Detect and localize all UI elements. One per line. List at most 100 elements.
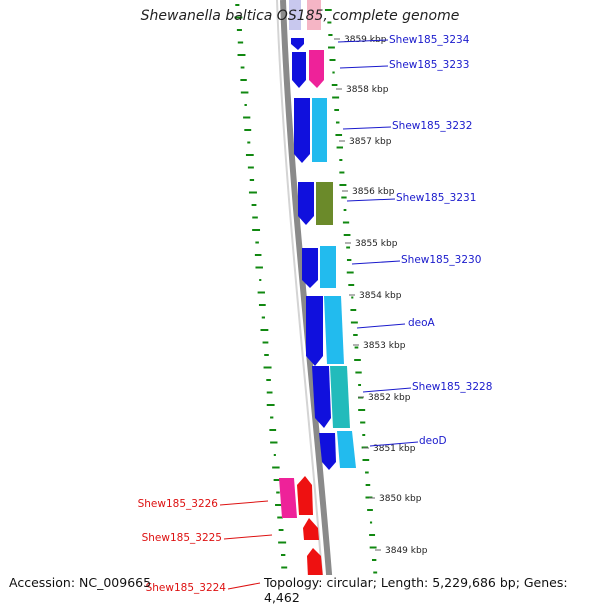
gc-tick <box>339 184 347 186</box>
gene-arrow[interactable] <box>302 248 318 288</box>
scale-tick-label: 3856 kbp <box>352 187 395 197</box>
scale-tick-label: 3853 kbp <box>363 341 406 351</box>
gc-tick <box>324 9 332 11</box>
gc-tick <box>262 341 269 344</box>
gc-tick <box>247 141 251 144</box>
gc-tick <box>350 309 357 311</box>
gene-arrow[interactable] <box>316 182 333 225</box>
gene-label[interactable]: Shew185_3228 <box>412 381 492 393</box>
gene-arrow[interactable] <box>297 476 313 515</box>
gene-arrow[interactable] <box>337 431 356 468</box>
gene-label-leader <box>351 260 401 265</box>
gc-tick <box>266 391 273 394</box>
gc-tick <box>269 429 277 431</box>
gene-label-leader <box>356 323 406 329</box>
gc-tick <box>328 46 335 49</box>
gc-tick <box>248 191 257 194</box>
gc-tick <box>339 159 343 161</box>
gc-tick <box>237 41 244 44</box>
gc-tick <box>255 266 263 269</box>
gc-tick <box>243 116 251 119</box>
gene-arrow[interactable] <box>292 52 306 88</box>
gene-arrow[interactable] <box>294 98 310 163</box>
gene-label[interactable]: Shew185_3226 <box>138 498 219 510</box>
genome-backbone <box>280 0 334 600</box>
gc-tick <box>369 521 373 524</box>
map-footer: Accession: NC_009665 Topology: circular;… <box>0 575 600 605</box>
scale-tick-label: 3859 kbp <box>344 35 387 45</box>
gene-label[interactable]: Shew185_3231 <box>396 192 476 204</box>
gc-tick <box>358 384 362 386</box>
gc-tick <box>354 359 361 361</box>
scale-tick-label: 3855 kbp <box>355 239 398 249</box>
gene-arrow[interactable] <box>289 0 301 30</box>
gc-tick <box>335 121 340 124</box>
scale-tick-label: 3849 kbp <box>385 546 428 556</box>
gc-tick <box>351 296 354 299</box>
gene-label[interactable]: Shew185_3230 <box>401 254 481 266</box>
gc-tick <box>327 21 332 24</box>
gc-tick <box>276 491 280 494</box>
gc-tick <box>360 421 366 424</box>
gc-tick <box>244 129 252 131</box>
gene-label-leader <box>337 39 389 43</box>
gene-label[interactable]: Shew185_3232 <box>392 120 472 132</box>
gc-tick <box>260 329 269 331</box>
gc-tick <box>358 409 366 411</box>
gene-arrow[interactable] <box>291 38 304 50</box>
gene-arrow[interactable] <box>298 182 314 225</box>
gc-tick <box>270 441 278 444</box>
gc-tick <box>258 304 266 306</box>
gene-arrow[interactable] <box>320 246 336 288</box>
gene-arrow[interactable] <box>306 296 323 366</box>
gene-arrow[interactable] <box>309 50 324 88</box>
gc-tick <box>353 334 358 336</box>
gene-label[interactable]: deoD <box>419 435 447 447</box>
gene-label[interactable]: Shew185_3234 <box>389 34 470 46</box>
gene-label[interactable]: Shew185_3233 <box>389 59 469 71</box>
gc-tick <box>278 529 284 531</box>
gene-arrow[interactable] <box>279 478 297 518</box>
gc-tick <box>341 196 347 199</box>
gene-arrow[interactable] <box>324 296 344 364</box>
gc-tick <box>365 484 371 486</box>
gc-content-track-right <box>324 9 381 599</box>
gc-tick <box>350 321 358 324</box>
gc-tick <box>266 404 275 406</box>
gc-tick <box>240 91 249 94</box>
gc-tick <box>272 466 280 469</box>
scale-tick-label: 3851 kbp <box>373 444 416 454</box>
gc-tick <box>251 204 257 206</box>
gc-tick <box>278 541 287 544</box>
gene-label-leader <box>346 198 396 202</box>
gene-arrow[interactable] <box>330 366 350 428</box>
gc-tick <box>371 559 377 561</box>
gc-tick <box>343 234 351 236</box>
gc-tick <box>331 84 338 86</box>
gene-arrow[interactable] <box>307 0 321 30</box>
gene-arrow[interactable] <box>319 433 336 470</box>
gc-tick <box>244 104 247 106</box>
gc-tick <box>261 316 266 319</box>
gene-label-leader <box>362 387 412 393</box>
gc-content-track-left <box>234 4 290 594</box>
scale-tick-label: 3852 kbp <box>368 393 411 403</box>
gc-tick <box>263 366 272 369</box>
gc-tick <box>362 459 370 461</box>
gc-tick <box>362 434 366 436</box>
gc-tick <box>339 171 345 174</box>
gene-arrow[interactable] <box>303 518 319 540</box>
gene-label[interactable]: Shew185_3224 <box>146 582 227 594</box>
gene-label[interactable]: deoA <box>408 317 436 329</box>
genome-backbone-inner <box>276 0 325 600</box>
gene-labels: Shew185_3234 Shew185_3233 Shew185_3232 Shew… <box>138 34 493 594</box>
gene-arrow[interactable] <box>312 98 327 162</box>
gene-label-leader <box>219 500 269 506</box>
gc-tick <box>332 96 340 99</box>
gc-tick <box>237 54 246 56</box>
gene-arrow[interactable] <box>312 366 331 428</box>
gene-label[interactable]: Shew185_3225 <box>142 532 222 544</box>
gc-tick <box>234 16 243 19</box>
gc-tick <box>252 229 261 231</box>
map-title: Shewanella baltica OS185, complete genom… <box>140 8 460 24</box>
